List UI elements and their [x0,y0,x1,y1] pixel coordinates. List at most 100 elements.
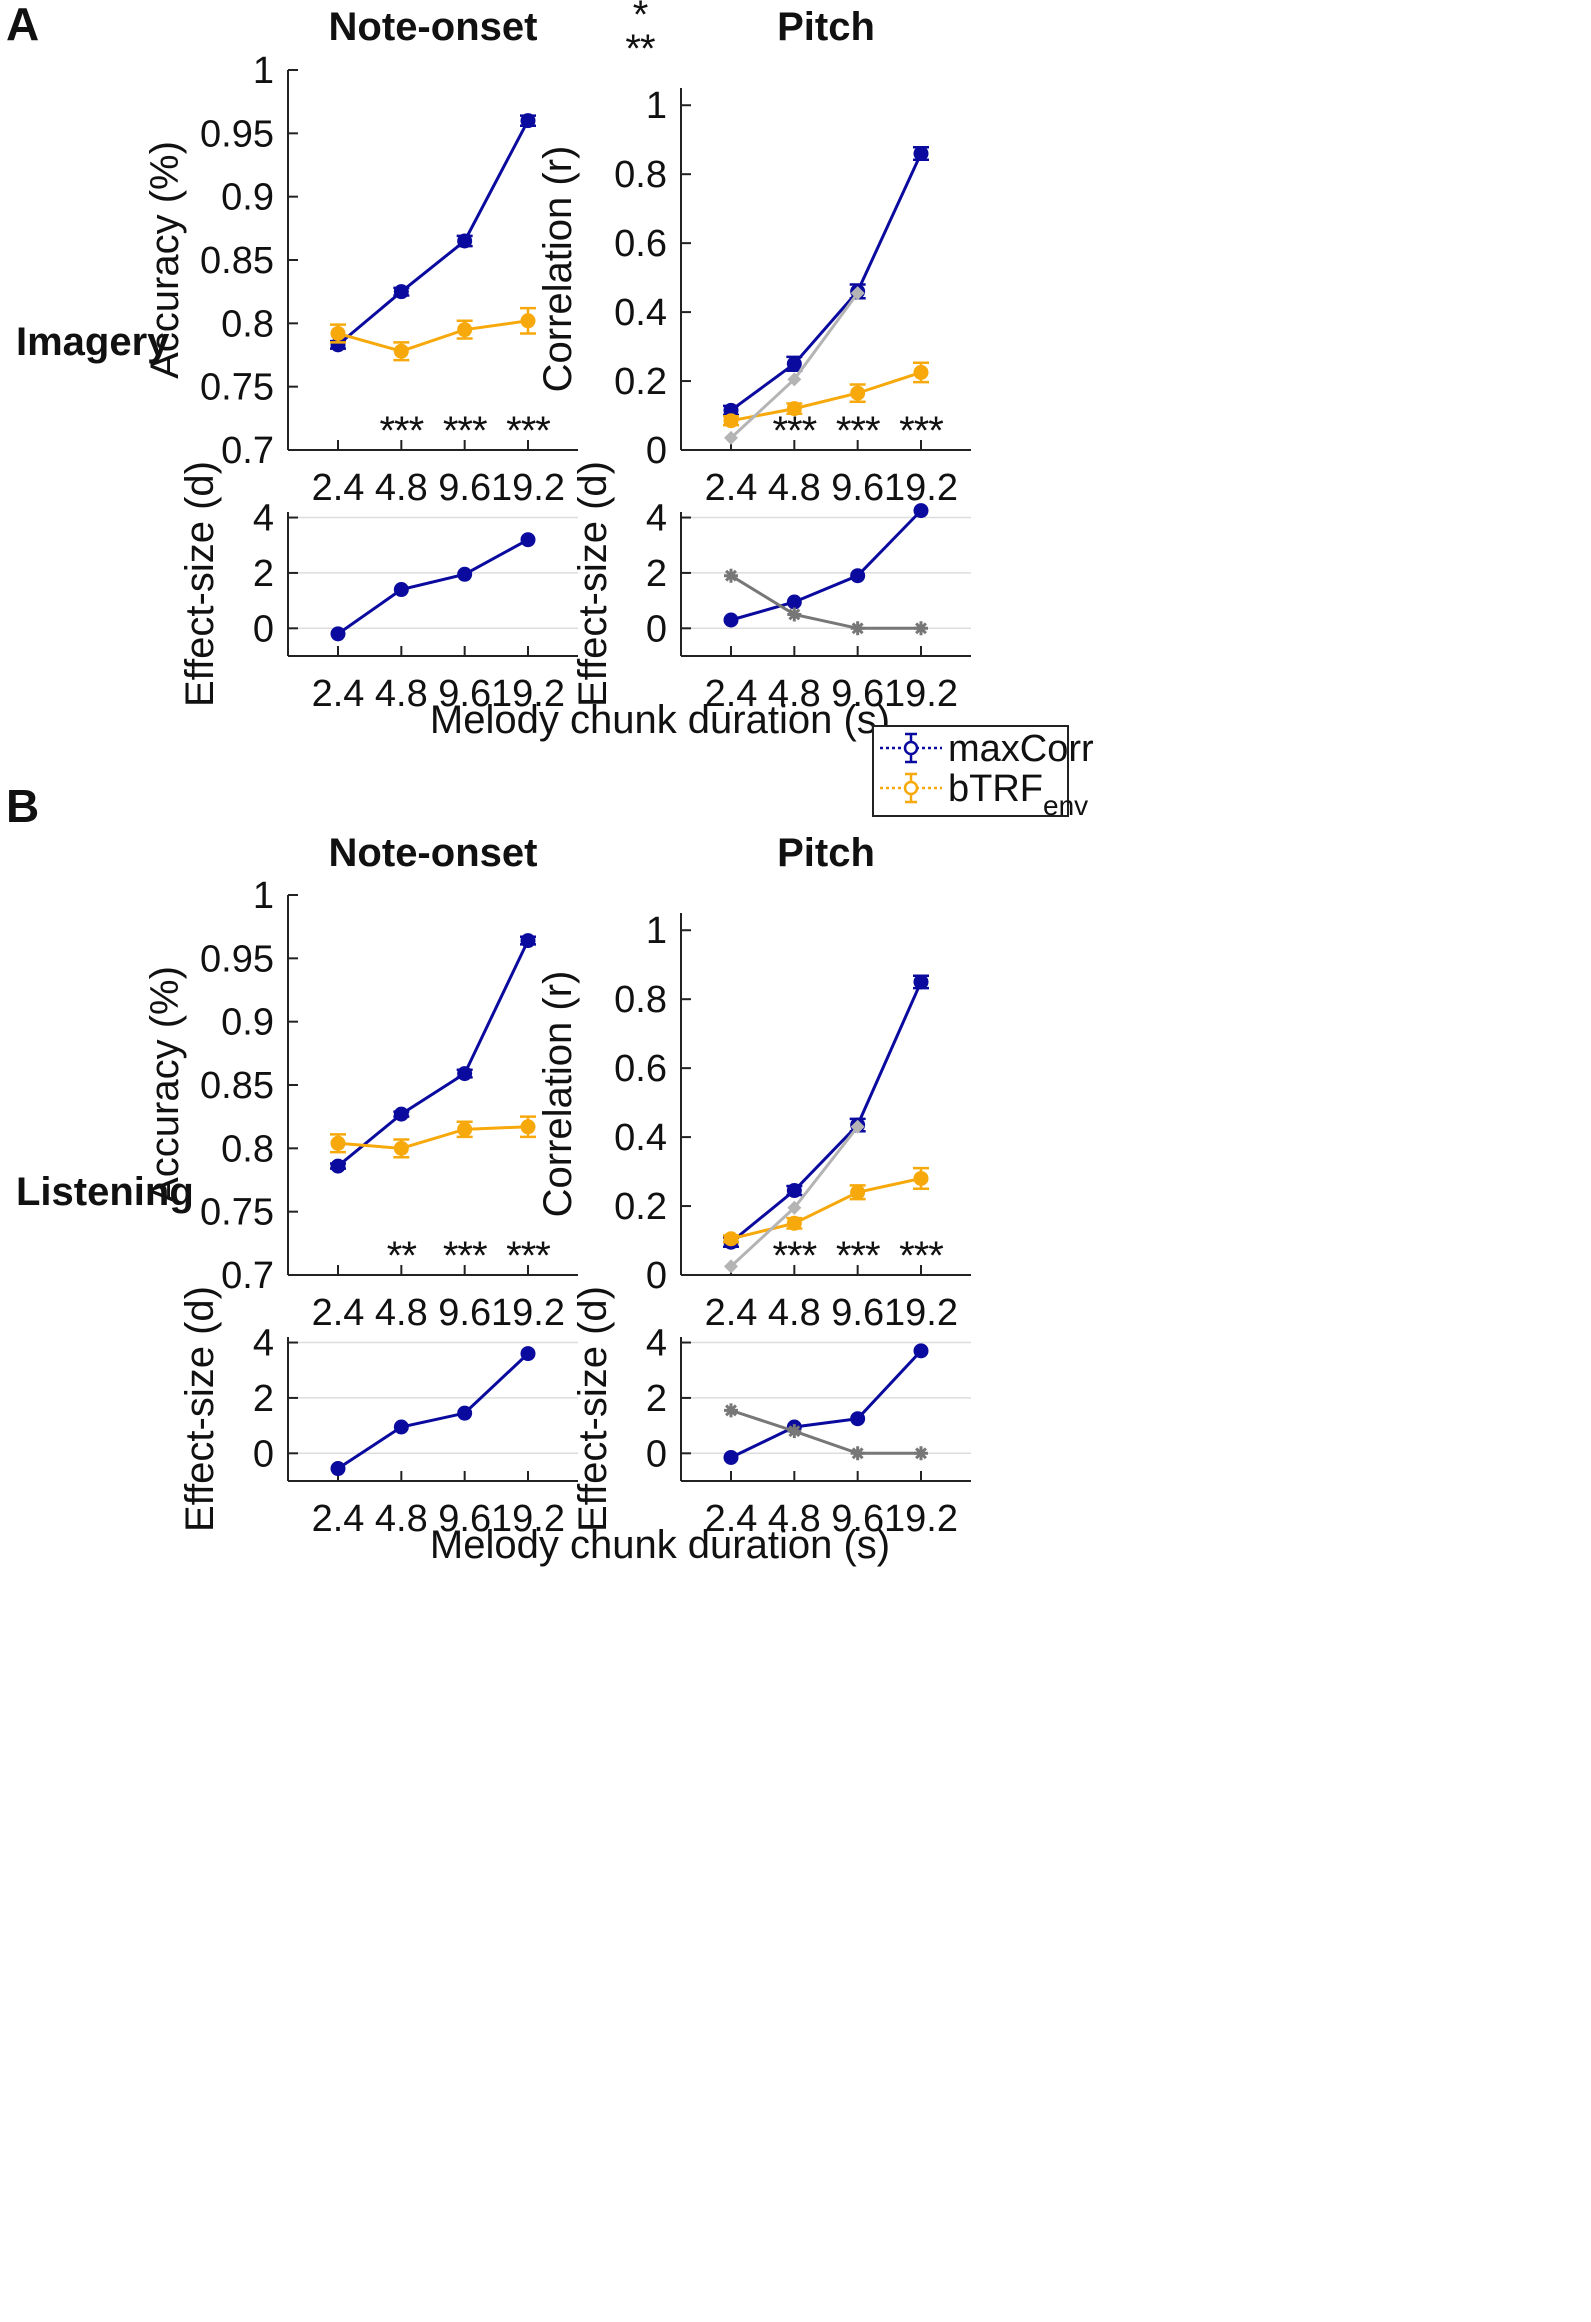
onset-A-x-tick-label: 2.4 [312,467,365,509]
pitch-effect-B-maxCorr-point [913,1343,929,1359]
onset-A-x-tick-label: 19.2 [491,467,565,509]
pitch-effect-A-grey-point [724,568,738,583]
onset-effect-B-maxCorr-point [457,1405,473,1421]
pitch-effect-A-y-tick-label: 4 [646,498,667,540]
onset-effect-A-maxCorr-point [393,582,409,598]
onset-A-x-tick-label: 9.6 [438,467,491,509]
onset-effect-A-x-tick-label: 4.8 [375,673,428,715]
pitch-B-significance-label: *** [899,1234,943,1278]
pitch-B-maxCorr-point [786,1183,802,1199]
pitch-A-significance-label: *** [772,409,816,453]
pitch-effect-B-grey-point [724,1403,738,1418]
onset-B-bTRF-point [330,1135,346,1151]
x-axis-label: Melody chunk duration (s) [430,698,890,742]
onset-effect-B-maxCorr-point [520,1346,536,1362]
onset-B-bTRF-point [457,1121,473,1137]
onset-effect-A-y-tick-label: 2 [253,553,274,595]
onset-A-significance-label: *** [506,409,550,453]
onset-B-y-tick-label: 0.85 [200,1065,274,1107]
pitch-A-y-axis-label: Correlation (r) [536,146,580,393]
pitch-A-bTRF-point [723,413,739,429]
onset-effect-B-y-tick-label: 0 [253,1433,274,1475]
onset-A-bTRF-point [457,322,473,338]
pitch-effect-B-y-axis-label: Effect-size (d) [571,1286,615,1532]
row-label: Imagery [16,320,170,364]
pitch-effect-B-y-tick-label: 2 [646,1378,667,1420]
pitch-A-maxCorr-point [786,356,802,372]
pitch-effect-B-grey-line [730,1408,921,1455]
onset-B-significance-label: ** [387,1234,417,1278]
pitch-effect-A-grey-point [914,621,928,636]
onset-effect-A-x-tick-label: 19.2 [491,673,565,715]
pitch-B-y-axis-label: Correlation (r) [536,971,580,1218]
pitch-effect-A-x-tick-label: 4.8 [768,673,821,715]
pitch-A-bTRF-point [913,364,929,380]
legend-bTRF-label-main: bTRF [948,768,1043,810]
onset-A-maxCorr-point [520,113,536,129]
pitch-effect-A-maxCorr-point [913,503,929,519]
onset-B-y-tick-label: 0.8 [221,1128,274,1170]
onset-B-significance-label: *** [506,1234,550,1278]
pitch-effect-B-grey-point [850,1446,865,1461]
pitch-effect-B-x-tick-label: 4.8 [768,1498,821,1540]
onset-effect-B-x-tick-label: 2.4 [312,1498,365,1540]
pitch-B-y-tick-label: 1 [646,910,667,952]
onset-B-maxCorr-point [393,1106,409,1122]
extra-star-label: * [633,0,648,37]
onset-effect-B-y-tick-label: 2 [253,1378,274,1420]
legend-bTRF-marker [903,780,919,796]
pitch-A-maxCorr-point [723,402,739,418]
onset-B-maxCorr-point [457,1066,473,1082]
onset-B-y-tick-label: 0.9 [221,1002,274,1044]
pitch-B-y-tick-label: 0.2 [614,1186,667,1228]
pitch-effect-A-y-axis-label: Effect-size (d) [571,461,615,707]
pitch-A-bTRF-point [786,401,802,417]
onset-A-y-tick-label: 1 [253,50,274,92]
onset-B-x-tick-label: 4.8 [375,1292,428,1334]
onset-effect-A-maxCorr-point [330,626,346,642]
onset-B-title: Note-onset [329,831,538,875]
pitch-A-significance-label: *** [899,409,943,453]
pitch-B-title: Pitch [777,831,875,875]
onset-B-bTRF-point [393,1140,409,1156]
pitch-A-maxCorr-line [730,152,923,412]
pitch-effect-B-grey-point [787,1424,802,1439]
pitch-A-significance-label: *** [836,409,880,453]
onset-A-y-axis-label: Accuracy (%) [143,141,187,379]
pitch-B-bTRF-point [786,1215,802,1231]
onset-A-y-tick-label: 0.95 [200,113,274,155]
pitch-effect-B-x-tick-label: 9.6 [831,1498,884,1540]
onset-A-title: Note-onset [329,5,538,49]
pitch-B-bTRF-point [723,1231,739,1247]
pitch-A-x-tick-label: 19.2 [884,467,958,509]
pitch-effect-A-maxCorr-line [730,509,923,622]
pitch-A-y-tick-label: 0 [646,430,667,472]
pitch-B-x-tick-label: 9.6 [831,1292,884,1334]
legend-bTRF-label: bTRFenv [948,768,1088,821]
onset-B-y-tick-label: 0.95 [200,938,274,980]
pitch-A-bTRF-line [730,371,922,423]
pitch-B-y-tick-label: 0.8 [614,979,667,1021]
pitch-effect-A-maxCorr-point [786,594,802,610]
onset-B-bTRF-point [520,1119,536,1135]
pitch-A-y-tick-label: 0.8 [614,154,667,196]
pitch-effect-A-grey-point [787,607,802,622]
pitch-A-y-tick-label: 0.2 [614,361,667,403]
onset-effect-B-maxCorr-line [337,1352,530,1470]
extra-star-label: ** [625,27,655,71]
onset-A-significance-label: *** [443,409,487,453]
onset-B-x-tick-label: 2.4 [312,1292,365,1334]
pitch-A-x-tick-label: 2.4 [705,467,758,509]
onset-effect-B-maxCorr-point [330,1461,346,1477]
onset-effect-A-y-tick-label: 4 [253,498,274,540]
onset-A-maxCorr-point [457,233,473,249]
pitch-effect-B-maxCorr-point [850,1411,866,1427]
pitch-B-y-tick-label: 0.4 [614,1117,667,1159]
pitch-B-x-tick-label: 2.4 [705,1292,758,1334]
pitch-B-x-tick-label: 4.8 [768,1292,821,1334]
row-label: Listening [16,1170,194,1214]
onset-B-y-axis-label: Accuracy (%) [143,966,187,1204]
